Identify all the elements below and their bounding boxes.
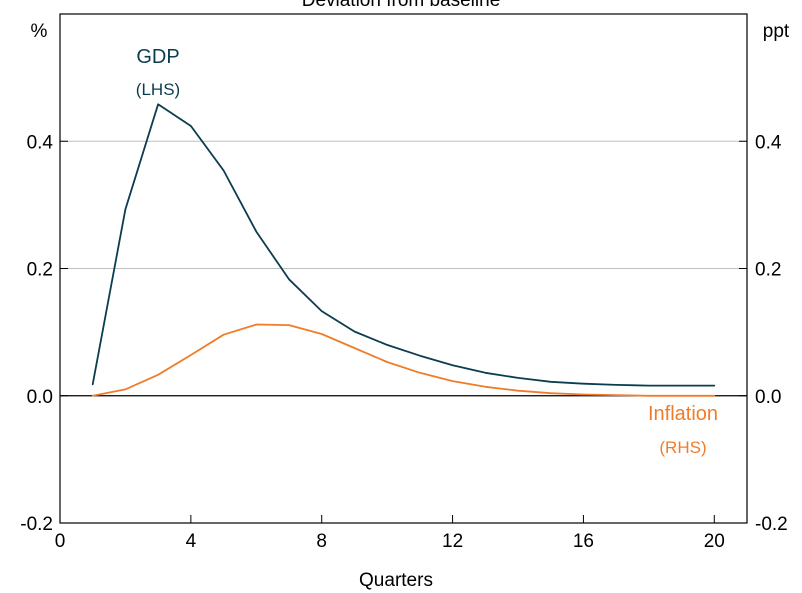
gdp-line — [91, 103, 716, 387]
y-tick-label-right: 0.0 — [755, 387, 781, 408]
y-tick-label-left: 0.2 — [27, 260, 53, 281]
inflation-axis-note: (RHS) — [659, 438, 706, 457]
y-tick-label-left: 0.0 — [27, 387, 53, 408]
x-tick-label: 12 — [442, 531, 463, 552]
right-unit-label: ppt — [763, 21, 790, 42]
left-unit-label: % — [31, 21, 48, 42]
series-lines — [91, 103, 716, 397]
x-tick-label: 20 — [704, 531, 725, 552]
gridlines — [60, 140, 747, 269]
gdp-series-label: GDP — [136, 46, 179, 68]
inflation-series-label: Inflation — [648, 403, 718, 425]
chart-title: Deviation from baseline — [302, 0, 501, 11]
y-tick-label-left: -0.2 — [20, 514, 53, 535]
y-tick-label-right: 0.2 — [755, 260, 781, 281]
gdp-axis-note: (LHS) — [136, 80, 180, 99]
y-tick-label-left: 0.4 — [27, 132, 54, 153]
x-axis-label: Quarters — [359, 570, 433, 591]
y-tick-label-right: -0.2 — [755, 514, 788, 535]
y-tick-label-right: 0.4 — [755, 132, 782, 153]
x-tick-label: 0 — [55, 531, 66, 552]
x-tick-label: 16 — [573, 531, 594, 552]
x-tick-label: 8 — [316, 531, 327, 552]
x-tick-label: 4 — [186, 531, 197, 552]
inflation-line — [91, 323, 716, 397]
tick-marks — [59, 140, 747, 524]
tick-labels: -0.2 -0.2 0.0 0.0 0.2 0.2 0.4 0.4 0 4 8 12 16 20 — [20, 132, 788, 552]
